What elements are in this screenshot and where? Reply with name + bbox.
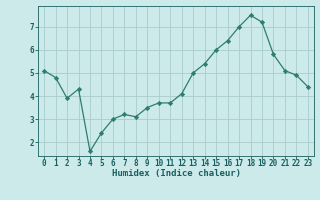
X-axis label: Humidex (Indice chaleur): Humidex (Indice chaleur) (111, 169, 241, 178)
